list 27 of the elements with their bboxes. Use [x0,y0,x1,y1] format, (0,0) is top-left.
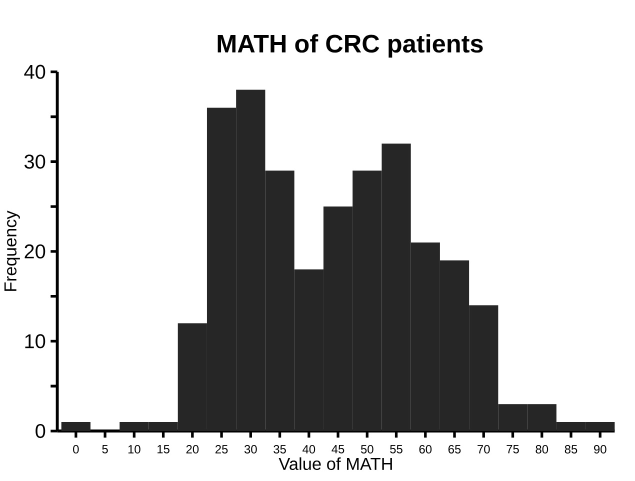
y-tick-label: 10 [25,334,46,348]
x-tick-label: 10 [128,445,140,454]
x-axis-title: Value of MATH [278,457,392,470]
x-tick-label: 65 [448,445,461,454]
x-tick-label: 70 [478,445,490,454]
x-tick-label: 45 [332,445,344,454]
x-tick-label: 15 [158,445,170,454]
x-tick-label: 35 [274,445,286,454]
x-tick-label: 25 [215,445,228,454]
x-tick-label: 85 [564,445,578,454]
x-tick-label: 50 [360,445,374,454]
x-tick-label: 20 [186,445,199,454]
x-tick-label: 5 [102,445,108,454]
x-tick-label: 30 [244,445,257,454]
y-tick-label: 40 [24,64,46,79]
chart-title: MATH of CRC patients [218,34,483,58]
x-tick-label: 60 [419,445,432,454]
x-tick-label: 40 [302,445,316,454]
x-tick-label: 75 [506,445,519,454]
x-tick-label: 80 [536,445,548,454]
x-tick-label: 0 [73,445,79,454]
y-tick-label: 30 [24,154,46,169]
y-axis-title: Frequency [4,210,20,291]
x-tick-label: 55 [390,445,402,454]
y-tick-label: 0 [36,424,46,438]
x-tick-label: 90 [594,445,606,454]
y-tick-label: 20 [24,244,46,259]
